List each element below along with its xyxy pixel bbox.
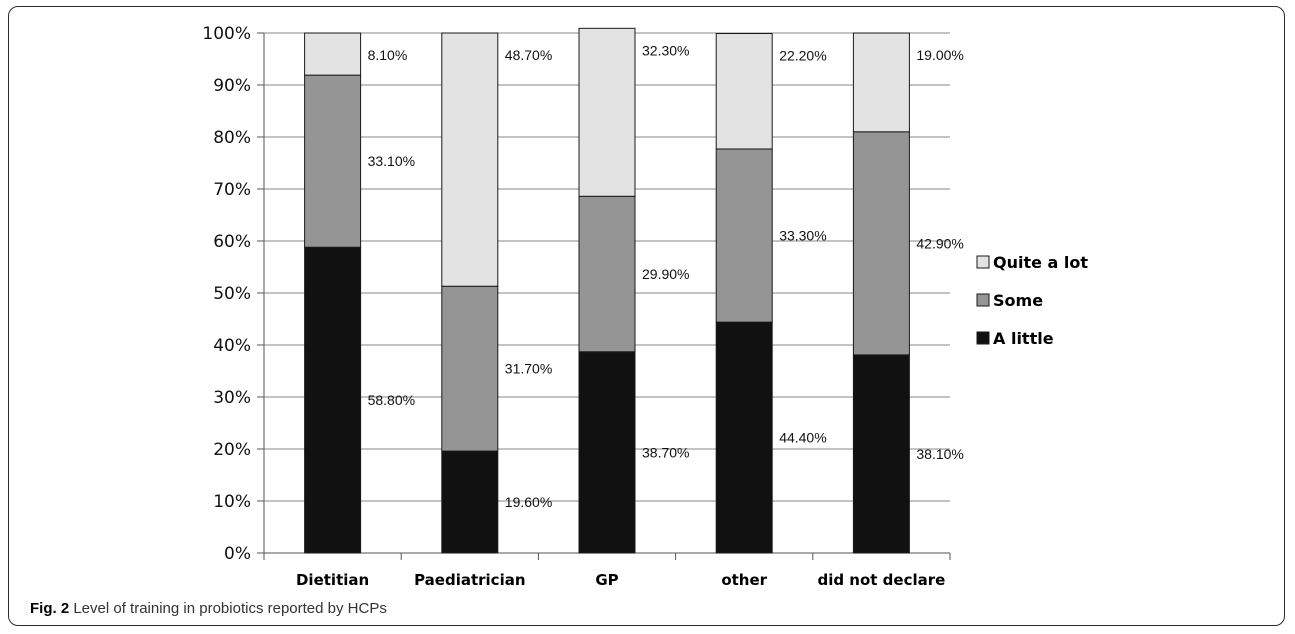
y-tick-label: 50% bbox=[213, 284, 251, 304]
y-tick-label: 30% bbox=[213, 388, 251, 408]
y-tick-label: 60% bbox=[213, 232, 251, 252]
data-label: 44.40% bbox=[779, 430, 826, 446]
y-tick-label: 10% bbox=[213, 492, 251, 512]
y-tick-label: 80% bbox=[213, 128, 251, 148]
x-category-label: did not declare bbox=[817, 571, 945, 589]
stacked-bar-chart: 0% 10% 20% 30% 40% 50% 60% 70% 80% 90% 100% 58.80% 3… bbox=[202, 24, 1088, 589]
y-tick-label: 100% bbox=[202, 24, 251, 44]
bar-segment bbox=[304, 246, 362, 554]
bar-segment bbox=[441, 32, 499, 287]
x-category-label: GP bbox=[595, 571, 618, 589]
y-tick-label: 70% bbox=[213, 180, 251, 200]
y-tick-label: 0% bbox=[224, 544, 251, 564]
x-category-label: Paediatrician bbox=[414, 571, 525, 589]
data-label: 29.90% bbox=[642, 266, 689, 282]
figure-caption: Fig. 2 Level of training in probiotics r… bbox=[30, 600, 387, 617]
data-label: 8.10% bbox=[368, 47, 408, 63]
data-label: 42.90% bbox=[916, 235, 963, 251]
data-label: 33.30% bbox=[779, 228, 826, 244]
caption-text: Level of training in probiotics reported… bbox=[69, 600, 387, 617]
data-label: 48.70% bbox=[505, 47, 552, 63]
figure-frame bbox=[8, 6, 1285, 626]
bar-segment bbox=[304, 74, 362, 248]
bar-segment bbox=[441, 285, 499, 452]
data-label: 31.70% bbox=[505, 361, 552, 377]
data-label: 58.80% bbox=[368, 392, 415, 408]
data-label: 19.00% bbox=[916, 47, 963, 63]
legend-label: Quite a lot bbox=[993, 253, 1088, 272]
y-tick-label: 90% bbox=[213, 76, 251, 96]
data-label: 22.20% bbox=[779, 48, 826, 64]
bar-segment bbox=[715, 33, 773, 150]
data-label: 19.60% bbox=[505, 494, 552, 510]
legend-label: Some bbox=[993, 291, 1043, 310]
data-label: 38.70% bbox=[642, 444, 689, 460]
bar-segment bbox=[715, 321, 773, 554]
x-category-label: Dietitian bbox=[296, 571, 369, 589]
data-label: 38.10% bbox=[916, 446, 963, 462]
y-tick-label: 20% bbox=[213, 440, 251, 460]
caption-label: Fig. 2 bbox=[30, 600, 70, 617]
bar-segment bbox=[578, 195, 636, 353]
legend-swatch bbox=[976, 293, 990, 307]
bar-segment bbox=[578, 351, 636, 554]
data-label: 32.30% bbox=[642, 42, 689, 58]
legend-swatch bbox=[976, 255, 990, 269]
bar-segment bbox=[852, 32, 910, 133]
bar-segment bbox=[715, 148, 773, 323]
bar-segment bbox=[441, 450, 499, 554]
bar-segment bbox=[304, 32, 362, 76]
bar-segment bbox=[852, 131, 910, 356]
legend-label: A little bbox=[993, 329, 1054, 348]
legend-swatch bbox=[976, 331, 990, 345]
data-label: 33.10% bbox=[368, 153, 415, 169]
x-category-label: other bbox=[721, 571, 767, 589]
y-tick-label: 40% bbox=[213, 336, 251, 356]
bar-segment bbox=[578, 27, 636, 197]
bar-segment bbox=[852, 354, 910, 554]
